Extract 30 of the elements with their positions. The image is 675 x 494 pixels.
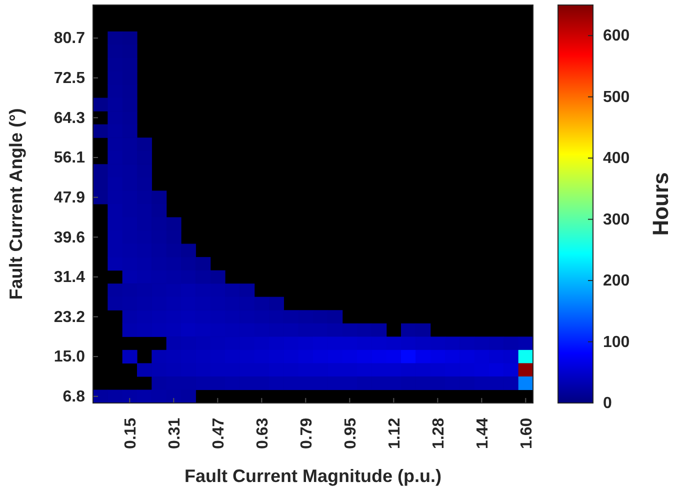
color-bar-label: 500 [603, 88, 630, 106]
x-tick-label: 1.60 [518, 418, 536, 449]
x-tick-label: 0.95 [342, 418, 360, 449]
y-tick-label: 23.2 [54, 308, 86, 326]
y-axis-title: Fault Current Angle (°) [6, 108, 26, 300]
color-bar-label: 0 [603, 395, 612, 412]
x-axis-title: Fault Current Magnitude (p.u.) [184, 466, 442, 486]
color-bar-label: 300 [603, 211, 630, 228]
y-tick-label: 31.4 [54, 269, 86, 286]
color-bar-label: 200 [603, 272, 630, 290]
color-bar-label: 400 [603, 150, 630, 168]
color-bar-label: 100 [603, 334, 630, 351]
y-tick-label: 39.6 [54, 229, 86, 246]
y-tick-label: 72.5 [54, 70, 86, 88]
x-tick-label: 0.63 [254, 418, 272, 449]
y-tick-label: 6.8 [62, 388, 86, 406]
x-tick-label: 1.12 [386, 418, 404, 449]
y-tick-label: 80.7 [54, 30, 86, 48]
color-bar-title: Hours [648, 172, 673, 236]
x-tick-label: 1.28 [430, 418, 448, 449]
x-tick-label: 0.79 [298, 418, 316, 449]
y-tick-label: 64.3 [54, 110, 86, 127]
x-tick-label: 0.15 [122, 418, 140, 449]
y-tick-label: 56.1 [54, 150, 86, 167]
y-tick-label: 47.9 [54, 189, 86, 206]
x-tick-label: 0.47 [210, 418, 228, 449]
x-tick-label: 0.31 [166, 418, 184, 449]
color-bar-label: 600 [603, 28, 630, 45]
x-tick-label: 1.44 [474, 418, 492, 449]
y-tick-label: 15.0 [54, 348, 86, 366]
